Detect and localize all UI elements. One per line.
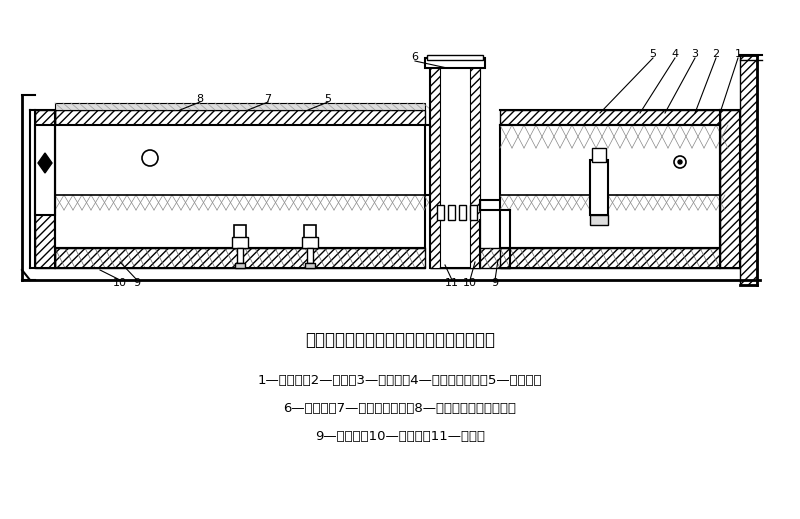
Bar — [592, 148, 606, 162]
Bar — [470, 65, 480, 268]
Bar — [234, 225, 246, 248]
Bar — [740, 55, 757, 285]
Bar — [427, 55, 483, 60]
Bar — [500, 125, 720, 248]
Bar — [55, 110, 425, 125]
Bar — [304, 225, 316, 248]
Bar — [235, 263, 245, 268]
Bar — [55, 125, 425, 248]
Bar — [448, 205, 455, 220]
Text: 2: 2 — [713, 49, 719, 59]
Bar — [720, 110, 740, 268]
Bar — [437, 205, 444, 220]
Text: 4: 4 — [671, 49, 678, 59]
Polygon shape — [38, 153, 52, 173]
Bar — [430, 65, 480, 268]
Text: 1—装料门；2—烧嘴；3—铝液面；4—铝熔炼反射炉；5—检查孔；: 1—装料门；2—烧嘴；3—铝液面；4—铝熔炼反射炉；5—检查孔； — [258, 374, 542, 387]
Text: 11: 11 — [445, 278, 459, 288]
Bar — [430, 248, 510, 268]
Text: 10: 10 — [113, 278, 127, 288]
Bar — [430, 65, 440, 268]
Bar — [232, 237, 248, 248]
Text: 5: 5 — [325, 94, 331, 104]
Bar — [459, 205, 466, 220]
Text: 6: 6 — [411, 52, 418, 62]
Text: 7: 7 — [265, 94, 271, 104]
Bar — [590, 160, 608, 215]
Text: 5: 5 — [650, 49, 657, 59]
Circle shape — [678, 160, 682, 164]
Bar — [500, 110, 720, 125]
Bar — [35, 110, 55, 268]
Text: 固定式铝熔炼反射炉及保温炉的构造示意图: 固定式铝熔炼反射炉及保温炉的构造示意图 — [305, 331, 495, 349]
Text: 6—排烟口；7—铝熔液保温炉；8—熔剂及合金料处理室；: 6—排烟口；7—铝熔液保温炉；8—熔剂及合金料处理室； — [283, 402, 517, 415]
Bar — [55, 103, 425, 110]
Bar — [302, 237, 318, 248]
Text: 3: 3 — [691, 49, 698, 59]
Bar — [470, 205, 477, 220]
Bar — [425, 58, 485, 68]
Text: 9: 9 — [134, 278, 141, 288]
Bar — [237, 248, 243, 263]
Bar — [305, 263, 315, 268]
Bar — [590, 215, 608, 225]
Bar — [35, 125, 55, 215]
Bar — [55, 248, 425, 268]
Bar — [307, 248, 313, 263]
Text: 8: 8 — [197, 94, 203, 104]
Text: 1: 1 — [734, 49, 742, 59]
Bar — [500, 248, 720, 268]
Text: 10: 10 — [463, 278, 477, 288]
Text: 9—出铝口；10—出铝孔；11—流铝槽: 9—出铝口；10—出铝孔；11—流铝槽 — [315, 430, 485, 443]
Text: 9: 9 — [491, 278, 498, 288]
